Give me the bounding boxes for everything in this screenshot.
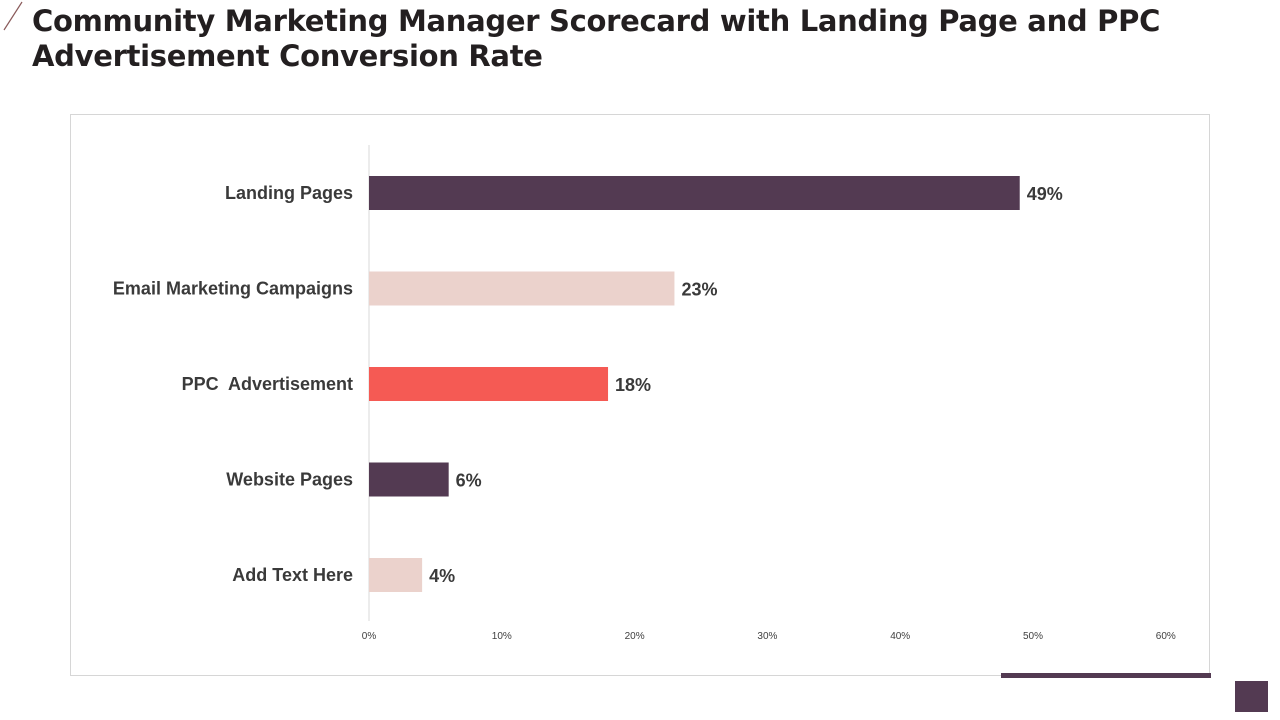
- category-label: Add Text Here: [232, 565, 353, 585]
- bar: [369, 176, 1020, 210]
- bar: [369, 367, 609, 401]
- bar: [369, 558, 423, 592]
- x-tick-label: 20%: [625, 631, 645, 642]
- accent-bar: [1001, 673, 1211, 678]
- category-label: Website Pages: [226, 470, 353, 490]
- data-label: 6%: [456, 471, 482, 491]
- category-label: Email Marketing Campaigns: [113, 279, 353, 299]
- x-tick-label: 0%: [362, 631, 377, 642]
- category-label: Landing Pages: [225, 183, 353, 203]
- x-tick-label: 30%: [757, 631, 777, 642]
- x-tick-label: 60%: [1156, 631, 1176, 642]
- x-tick-label: 40%: [890, 631, 910, 642]
- x-tick-label: 50%: [1023, 631, 1043, 642]
- chart-panel: Landing Pages 49% Email Marketing Campaign…: [70, 114, 1210, 676]
- category-label: PPC Advertisement: [182, 374, 353, 394]
- data-label: 4%: [429, 566, 455, 586]
- data-label: 49%: [1027, 184, 1063, 204]
- bar: [369, 271, 675, 306]
- bar: [369, 462, 449, 497]
- data-label: 18%: [615, 375, 651, 395]
- x-tick-label: 10%: [492, 631, 512, 642]
- corner-square: [1235, 681, 1268, 712]
- page-title: Community Marketing Manager Scorecard wi…: [32, 4, 1161, 73]
- decorative-slash-icon: [3, 1, 23, 31]
- bar-chart: Landing Pages 49% Email Marketing Campaign…: [113, 145, 1176, 642]
- data-label: 23%: [681, 280, 717, 300]
